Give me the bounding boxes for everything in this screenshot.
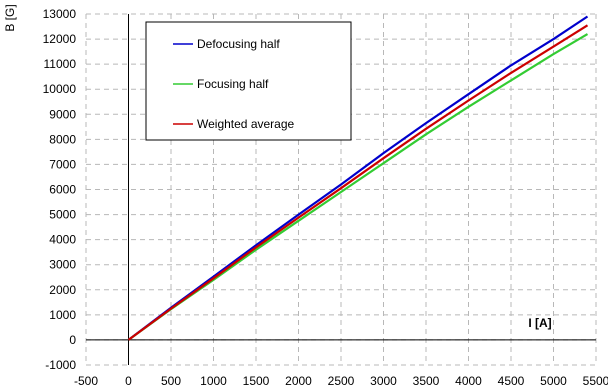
series-line-1 — [127, 15, 589, 341]
axes — [86, 14, 596, 365]
legend-box — [145, 21, 352, 141]
x-tick-label: -500 — [74, 374, 98, 388]
x-tick-label: 0 — [125, 374, 132, 388]
series-line-3 — [127, 24, 589, 341]
y-tick-label: 7000 — [49, 157, 76, 171]
series-group — [127, 15, 589, 341]
tick-labels: -100001000200030004000500060007000800090… — [43, 7, 608, 388]
y-axis-label: B [G] — [3, 4, 17, 31]
legend: Defocusing half Focusing half Weighted ave… — [145, 21, 352, 141]
x-tick-label: 500 — [161, 374, 181, 388]
x-tick-label: 5500 — [583, 374, 608, 388]
y-tick-label: 11000 — [44, 57, 77, 71]
x-tick-label: 2500 — [328, 374, 355, 388]
y-tick-label: 5000 — [49, 208, 76, 222]
legend-label-3: Weighted average — [197, 117, 295, 131]
y-tick-label: 0 — [69, 333, 76, 347]
y-tick-label: 9000 — [49, 107, 76, 121]
x-tick-label: 3000 — [370, 374, 397, 388]
x-tick-label: 5000 — [540, 374, 567, 388]
y-tick-label: 6000 — [49, 183, 76, 197]
legend-label-1: Defocusing half — [197, 37, 280, 51]
y-tick-label: 2000 — [49, 283, 76, 297]
y-tick-label: 10000 — [43, 82, 77, 96]
x-tick-label: 1000 — [200, 374, 227, 388]
y-tick-label: 8000 — [49, 132, 76, 146]
y-tick-label: 12000 — [43, 32, 77, 46]
y-tick-label: 1000 — [49, 308, 76, 322]
x-tick-label: 4500 — [498, 374, 525, 388]
y-tick-label: -1000 — [45, 358, 76, 372]
x-tick-label: 4000 — [455, 374, 482, 388]
y-tick-label: 4000 — [49, 233, 76, 247]
legend-label-2: Focusing half — [197, 77, 269, 91]
x-axis-label: I [A] — [528, 316, 551, 330]
x-tick-label: 3500 — [413, 374, 440, 388]
x-tick-label: 2000 — [285, 374, 312, 388]
y-tick-label: 3000 — [49, 258, 76, 272]
x-tick-label: 1500 — [243, 374, 270, 388]
y-tick-label: 13000 — [43, 7, 77, 21]
